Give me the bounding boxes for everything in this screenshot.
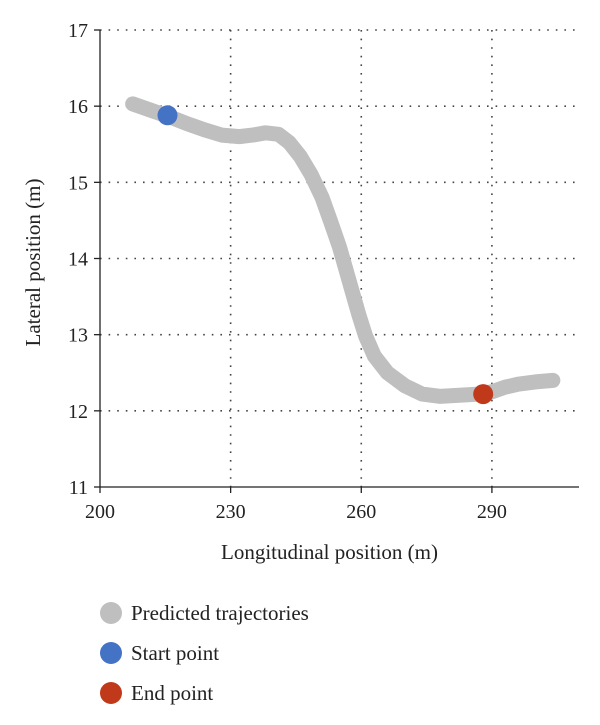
legend-swatch [100,682,122,704]
end-point-marker [473,384,494,405]
y-tick-label: 12 [68,401,88,423]
legend-item: Start point [100,633,309,673]
legend-label: Predicted trajectories [131,600,309,625]
x-tick-label: 200 [85,501,115,523]
x-axis-title: Longitudinal position (m) [221,540,438,564]
x-tick-label: 290 [477,501,507,523]
predicted-trajectory-line [125,96,561,404]
legend-label: End point [131,680,214,705]
legend-swatch [100,642,122,664]
x-tick-label: 260 [346,501,376,523]
legend-label: Start point [131,640,220,665]
legend-item: End point [100,673,309,713]
axes [94,29,579,493]
trajectory-chart: 200 230 260 290 11 12 13 14 15 16 17 Longitudinal … [21,20,579,564]
tick-labels: 200 230 260 290 11 12 13 14 15 16 17 [68,20,507,523]
legend-item: Predicted trajectories [100,593,309,633]
start-point-marker [157,105,178,126]
y-tick-label: 11 [69,477,88,499]
trajectory-series [125,96,561,405]
y-tick-label: 14 [68,249,88,271]
chart-legend: Predicted trajectories Start point End poi… [100,593,309,713]
y-tick-label: 13 [68,325,88,347]
x-tick-label: 230 [216,501,246,523]
legend-swatch [100,602,122,624]
y-tick-label: 17 [68,20,88,42]
y-tick-label: 15 [68,172,88,194]
y-tick-label: 16 [68,96,88,118]
y-axis-title: Lateral position (m) [21,179,45,347]
